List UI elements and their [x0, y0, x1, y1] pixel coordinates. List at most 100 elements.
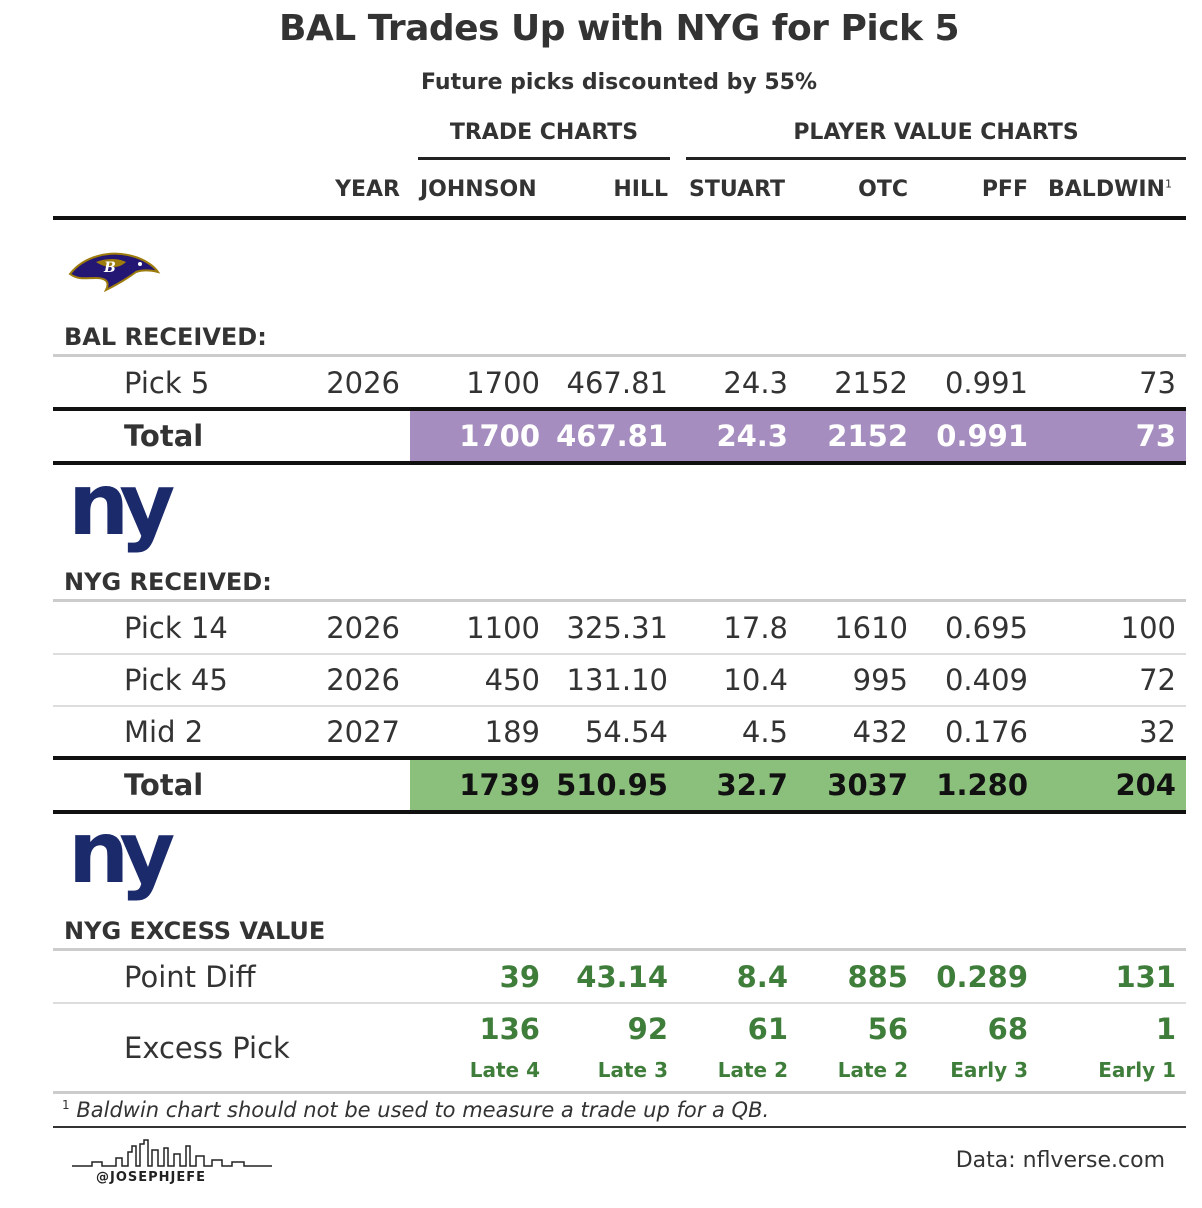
nyg-total-hill: 510.95 [556, 768, 668, 802]
footer-rule [53, 1126, 1186, 1128]
ravens-logo: B [68, 252, 161, 292]
page-subtitle: Future picks discounted by 55% [420, 70, 818, 95]
bal-row-stuart: 24.3 [723, 366, 788, 400]
bal-total-highlight [410, 411, 1186, 461]
bal-group-rule [53, 354, 1186, 357]
col-baldwin-label: BALDWIN [1048, 177, 1165, 202]
spanner-player-value-charts: PLAYER VALUE CHARTS [793, 120, 1079, 145]
point-diff-johnson: 39 [499, 960, 540, 994]
col-baldwin-footnote-mark: 1 [1164, 177, 1172, 191]
excess-pick-johnson: 136 [479, 1012, 540, 1046]
point-diff-pff: 0.289 [936, 960, 1028, 994]
nyg-row-otc: 1610 [834, 611, 908, 645]
nyg-total-highlight [410, 760, 1186, 810]
nyg-row-pff: 0.695 [944, 611, 1028, 645]
nyg-row-otc: 432 [852, 715, 908, 749]
excess-group-label: NYG EXCESS VALUE [64, 917, 326, 945]
bal-group-label: BAL RECEIVED: [64, 323, 267, 351]
excess-round-otc: Late 2 [837, 1058, 908, 1082]
excess-round-stuart: Late 2 [717, 1058, 788, 1082]
nyg-row-pff: 0.409 [944, 663, 1028, 697]
nyg-row-otc: 995 [852, 663, 908, 697]
spanner-player-line [686, 157, 1186, 160]
excess-round-hill: Late 3 [597, 1058, 668, 1082]
bal-total-stuart: 24.3 [716, 419, 788, 453]
bal-row-otc: 2152 [834, 366, 908, 400]
col-year: YEAR [335, 177, 400, 202]
nyg-total-johnson: 1739 [459, 768, 540, 802]
nyg-row-johnson: 1100 [466, 611, 540, 645]
bal-row-johnson: 1700 [466, 366, 540, 400]
nyg-row-year: 2026 [326, 663, 400, 697]
header-rule [53, 216, 1186, 220]
nyg-row-johnson: 189 [484, 715, 540, 749]
point-diff-stuart: 8.4 [736, 960, 788, 994]
nyg-row-stuart: 4.5 [741, 715, 788, 749]
bal-total-otc: 2152 [827, 419, 908, 453]
bal-row-year: 2026 [326, 366, 400, 400]
nyg-total-top-rule [53, 756, 1186, 760]
nyg-row-pick: Pick 45 [124, 663, 228, 697]
bal-row-baldwin: 73 [1139, 366, 1176, 400]
row-divider [53, 705, 1186, 707]
giants-logo: ny [68, 455, 175, 555]
nyg-total-pff: 1.280 [936, 768, 1028, 802]
nyg-total-label: Total [124, 768, 204, 802]
col-pff: PFF [981, 177, 1028, 202]
excess-pick-baldwin: 1 [1155, 1012, 1176, 1046]
nyg-row-hill: 131.10 [566, 663, 668, 697]
excess-pick-stuart: 61 [747, 1012, 788, 1046]
footnote-text: Baldwin chart should not be used to meas… [76, 1098, 770, 1122]
excess-round-pff: Early 3 [950, 1058, 1028, 1082]
nyg-row-hill: 325.31 [566, 611, 668, 645]
nyg-row-year: 2027 [326, 715, 400, 749]
col-hill: HILL [613, 177, 668, 202]
excess-pick-otc: 56 [867, 1012, 908, 1046]
col-baldwin: BALDWIN1 [1048, 177, 1172, 202]
nyg-row-stuart: 10.4 [723, 663, 788, 697]
nyg-group-rule [53, 599, 1186, 602]
nyg-row-johnson: 450 [484, 663, 540, 697]
bal-total-pff: 0.991 [936, 419, 1028, 453]
skyline-logo [72, 1139, 272, 1167]
row-divider [53, 1002, 1186, 1004]
nyg-total-bottom-rule [53, 810, 1186, 814]
nyg-row-pick: Mid 2 [124, 715, 204, 749]
nyg-row-baldwin: 32 [1139, 715, 1176, 749]
excess-pick-pff: 68 [987, 1012, 1028, 1046]
nyg-total-baldwin: 204 [1115, 768, 1176, 802]
excess-group-rule [53, 948, 1186, 951]
nyg-row-pick: Pick 14 [124, 611, 228, 645]
footnote-mark: 1 [62, 1098, 70, 1112]
excess-round-baldwin: Early 1 [1098, 1058, 1176, 1082]
bal-row-pick: Pick 5 [124, 366, 210, 400]
bal-total-hill: 467.81 [556, 419, 668, 453]
excess-pick-label: Excess Pick [124, 1031, 290, 1065]
spanner-trade-charts: TRADE CHARTS [449, 120, 639, 145]
page-title: BAL Trades Up with NYG for Pick 5 [278, 8, 960, 49]
col-stuart: STUART [689, 177, 786, 202]
excess-pick-hill: 92 [627, 1012, 668, 1046]
nyg-row-baldwin: 100 [1120, 611, 1176, 645]
nyg-total-otc: 3037 [827, 768, 908, 802]
bal-total-johnson: 1700 [459, 419, 540, 453]
giants-logo: ny [68, 803, 175, 903]
col-otc: OTC [858, 177, 908, 202]
bal-total-baldwin: 73 [1135, 419, 1176, 453]
footnote: 1 Baldwin chart should not be used to me… [62, 1098, 769, 1122]
nyg-total-stuart: 32.7 [716, 768, 788, 802]
nyg-row-year: 2026 [326, 611, 400, 645]
svg-text:B: B [103, 260, 116, 276]
table-bottom-rule [53, 1091, 1186, 1094]
data-source: Data: nflverse.com [955, 1148, 1165, 1173]
excess-round-johnson: Late 4 [469, 1058, 540, 1082]
bal-total-label: Total [124, 419, 204, 453]
nyg-row-baldwin: 72 [1139, 663, 1176, 697]
point-diff-baldwin: 131 [1115, 960, 1176, 994]
col-johnson: JOHNSON [420, 177, 537, 202]
bal-total-bottom-rule [53, 461, 1186, 465]
point-diff-label: Point Diff [124, 960, 256, 994]
spanner-trade-line [418, 157, 670, 160]
author-handle: @JOSEPHJEFE [96, 1170, 207, 1185]
row-divider [53, 653, 1186, 655]
